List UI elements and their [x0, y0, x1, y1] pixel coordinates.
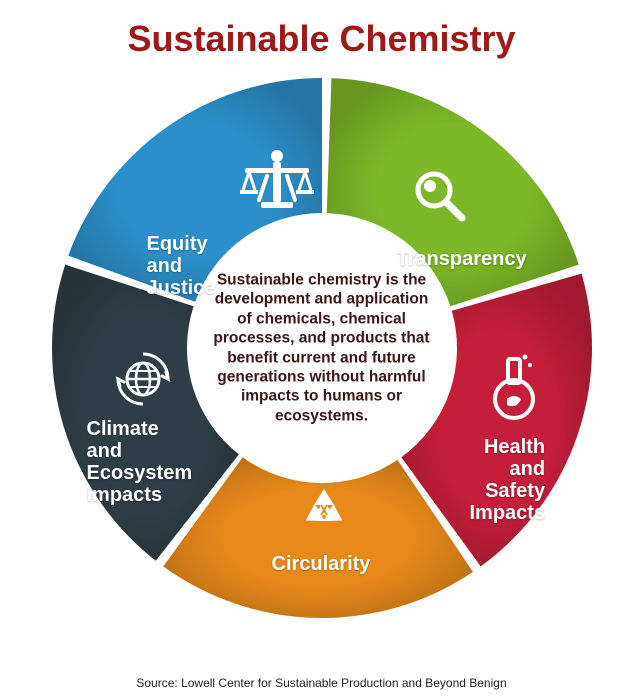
flask-icon: [487, 353, 542, 428]
center-text: Sustainable chemistry is the development…: [212, 271, 432, 426]
scales-icon: [237, 148, 317, 228]
magnifier-icon: [412, 168, 470, 231]
page-title: Sustainable Chemistry: [0, 0, 643, 68]
recycle-icon: [297, 483, 352, 543]
label-equity-justice: EquityandJustice: [147, 233, 216, 299]
label-transparency: Transparency: [397, 248, 527, 270]
source-text: Source: Lowell Center for Sustainable Pr…: [0, 676, 643, 690]
label-health-safety: HealthandSafetyImpacts: [470, 436, 546, 524]
label-climate-ecosystem: ClimateandEcosystemImpacts: [87, 418, 193, 506]
globe-arrows-icon: [112, 348, 174, 415]
label-circularity: Circularity: [272, 553, 371, 575]
wheel-container: Sustainable chemistry is the development…: [42, 68, 602, 628]
